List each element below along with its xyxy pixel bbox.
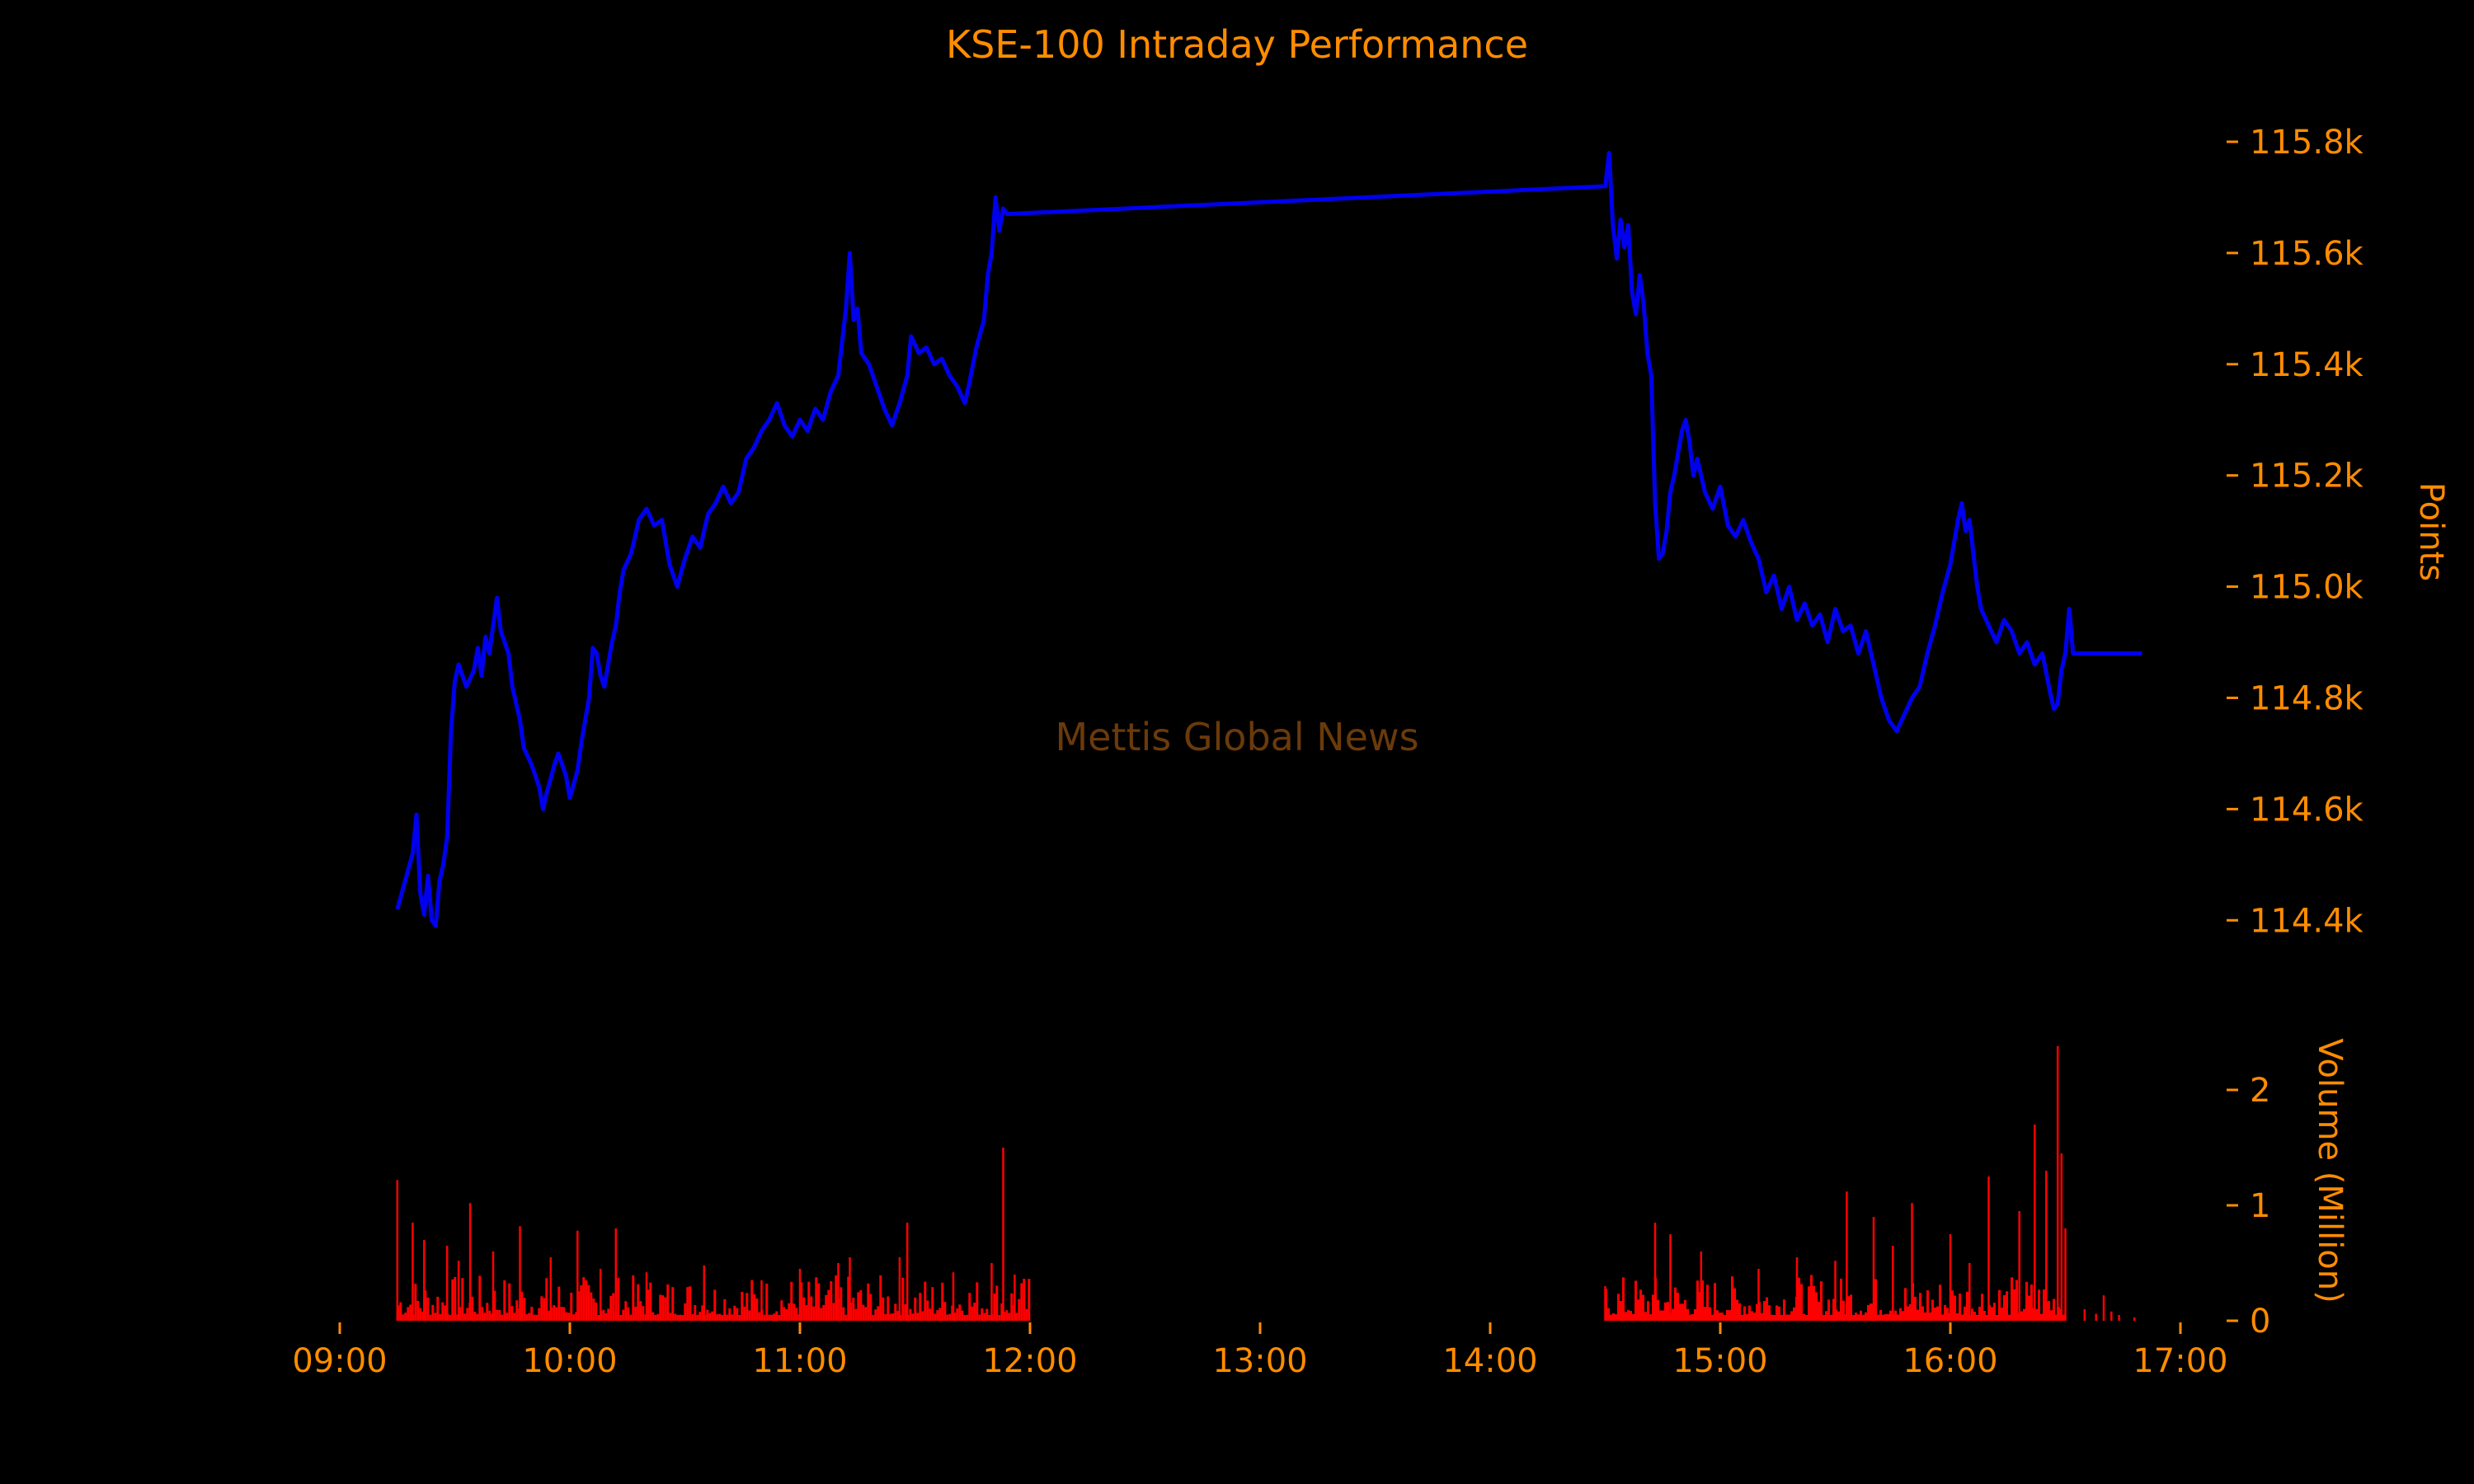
price-panel: 114.4k 114.6k 114.8k 115.0k 115.2k 115.4k 115.… <box>395 124 2450 940</box>
volume-y-axis: 0 1 2 <box>2227 1072 2270 1341</box>
price-y-tick-label: 114.4k <box>2250 902 2364 940</box>
volume-y-tick-label: 0 <box>2250 1303 2270 1341</box>
x-tick-label: 11:00 <box>752 1342 847 1380</box>
x-tick-label: 16:00 <box>1903 1342 1997 1380</box>
price-y-tick-label: 115.8k <box>2250 124 2364 162</box>
price-y-tick-label: 115.0k <box>2250 569 2364 607</box>
x-axis: 09:00 10:00 11:00 12:00 13:00 14:00 15:00 16:00… <box>292 1322 2228 1380</box>
price-y-axis-label: Points <box>2412 482 2450 581</box>
price-y-tick-label: 114.8k <box>2250 679 2364 717</box>
x-tick-label: 14:00 <box>1442 1342 1537 1380</box>
x-tick-label: 09:00 <box>292 1342 387 1380</box>
x-tick-label: 15:00 <box>1672 1342 1767 1380</box>
volume-panel: 0 1 2 Volume (Million) <box>396 1038 2349 1341</box>
price-line <box>395 151 2142 928</box>
x-tick-label: 10:00 <box>522 1342 617 1380</box>
price-y-tick-label: 115.6k <box>2250 235 2364 273</box>
volume-y-axis-label: Volume (Million) <box>2311 1038 2349 1303</box>
price-y-tick-label: 115.4k <box>2250 346 2364 384</box>
watermark: Mettis Global News <box>1055 715 1418 759</box>
volume-bars <box>396 1045 2136 1321</box>
volume-y-tick-label: 2 <box>2250 1072 2270 1110</box>
chart-title: KSE-100 Intraday Performance <box>946 22 1528 67</box>
price-y-tick-label: 115.2k <box>2250 458 2364 495</box>
price-y-tick-label: 114.6k <box>2250 791 2364 829</box>
volume-y-tick-label: 1 <box>2250 1187 2270 1225</box>
x-tick-label: 12:00 <box>982 1342 1077 1380</box>
x-tick-label: 13:00 <box>1212 1342 1307 1380</box>
x-tick-label: 17:00 <box>2133 1342 2227 1380</box>
price-y-axis: 114.4k 114.6k 114.8k 115.0k 115.2k 115.4k 115.… <box>2227 124 2364 940</box>
